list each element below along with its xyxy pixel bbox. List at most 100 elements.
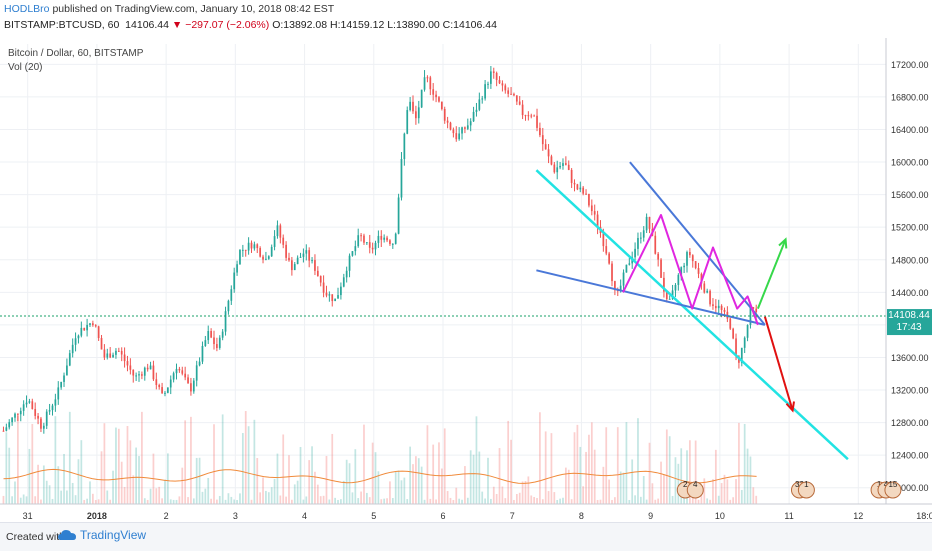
- volume-bar: [380, 499, 383, 504]
- event-flag-count: 1: [804, 480, 809, 489]
- candle-body: [567, 164, 570, 170]
- candle-body: [132, 369, 135, 376]
- candle-body: [412, 101, 414, 112]
- event-flag-icon[interactable]: [797, 481, 815, 499]
- volume-bar: [544, 431, 547, 504]
- candle-body: [247, 242, 250, 251]
- volume-bar: [2, 495, 5, 504]
- candle-body: [562, 163, 564, 166]
- volume-bar: [325, 455, 328, 504]
- event-badges[interactable]: 2 4 33 1 1 4 15: [676, 480, 902, 499]
- candle-body: [507, 90, 510, 94]
- x-tick-label: 4: [302, 511, 307, 521]
- volume-bar: [536, 498, 538, 504]
- volume-bar: [94, 499, 97, 504]
- candle-body: [152, 365, 155, 380]
- volume-bar: [241, 433, 244, 504]
- volume-bar: [319, 496, 322, 504]
- candle-body: [637, 237, 639, 249]
- candle-body: [175, 368, 178, 374]
- volume-bar: [169, 499, 172, 504]
- candle-body: [100, 338, 103, 350]
- candle-body: [530, 115, 533, 117]
- volume-bar: [495, 493, 498, 504]
- event-flag-icon[interactable]: [884, 481, 902, 499]
- volume-bar: [187, 497, 189, 504]
- volume-bar: [135, 447, 137, 504]
- volume-bar: [417, 458, 420, 504]
- candle-body: [732, 328, 735, 339]
- candle-body: [374, 242, 377, 250]
- candle-body: [602, 232, 605, 247]
- volume-bar: [412, 464, 414, 504]
- candle-body: [466, 125, 469, 129]
- volume-bar: [308, 460, 311, 504]
- candle-body: [28, 401, 31, 403]
- candle-body: [267, 256, 270, 259]
- chart-background: [0, 38, 932, 522]
- candle-body: [363, 235, 365, 243]
- publish-info: published on TradingView.com, January 10…: [52, 3, 335, 15]
- volume-bar: [654, 499, 657, 504]
- candle-body: [579, 187, 582, 190]
- candle-body: [285, 244, 287, 258]
- volume-bar: [562, 497, 564, 504]
- volume-bar: [501, 486, 504, 504]
- volume-bar: [172, 499, 175, 504]
- volume-bar: [564, 467, 567, 504]
- volume-bar: [472, 454, 475, 504]
- author-link[interactable]: HODLBro: [4, 3, 50, 15]
- candle-body: [654, 235, 657, 254]
- volume-bar: [178, 496, 181, 504]
- candle-body: [510, 93, 512, 95]
- candle-body: [464, 127, 466, 129]
- volume-bar: [455, 487, 458, 504]
- volume-bar: [247, 426, 250, 504]
- candle-body: [365, 242, 368, 244]
- candle-body: [714, 305, 717, 309]
- x-tick-label: 7: [510, 511, 515, 521]
- volume-bar: [602, 466, 605, 504]
- volume-bar: [550, 433, 553, 504]
- candle-body: [415, 111, 417, 119]
- y-tick-label: 15200.00: [891, 223, 929, 233]
- volume-bar: [420, 466, 423, 504]
- y-tick-label: 16000.00: [891, 158, 929, 168]
- candle-body: [187, 377, 189, 384]
- event-flag-icon[interactable]: [686, 481, 704, 499]
- candle-body: [273, 236, 276, 247]
- candle-body: [663, 277, 665, 292]
- candle-body: [420, 89, 423, 108]
- volume-bar: [279, 495, 282, 504]
- volume-bar: [262, 477, 264, 504]
- volume-bar: [746, 448, 749, 504]
- volume-bar: [51, 498, 54, 504]
- volume-bars: [2, 411, 758, 504]
- candle-body: [518, 101, 521, 105]
- volume-bar: [657, 498, 660, 504]
- candle-body: [224, 311, 227, 332]
- candle-body: [325, 292, 328, 296]
- volume-bar: [288, 455, 290, 504]
- volume-bar: [738, 422, 740, 504]
- y-tick-label: 17200.00: [891, 60, 929, 70]
- candle-body: [400, 159, 403, 198]
- x-tick-label: 3: [233, 511, 238, 521]
- candle-body: [397, 197, 400, 234]
- volume-bar: [11, 496, 13, 504]
- candle-body: [360, 235, 362, 237]
- volume-bar: [175, 499, 178, 504]
- volume-bar: [210, 498, 212, 504]
- price-chart[interactable]: 12000.00 12400.00 12800.00 13200.00 13600.00…: [0, 38, 932, 522]
- volume-bar: [706, 498, 709, 504]
- tradingview-brand[interactable]: TradingView: [58, 528, 146, 542]
- candle-body: [645, 216, 648, 231]
- candle-body: [117, 350, 120, 352]
- volume-bar: [227, 493, 230, 504]
- candle-body: [37, 415, 39, 419]
- candle-body: [296, 257, 299, 265]
- volume-bar: [40, 499, 42, 504]
- volume-bar: [547, 491, 550, 504]
- candle-body: [322, 282, 325, 293]
- lower-trend-support: [535, 169, 849, 461]
